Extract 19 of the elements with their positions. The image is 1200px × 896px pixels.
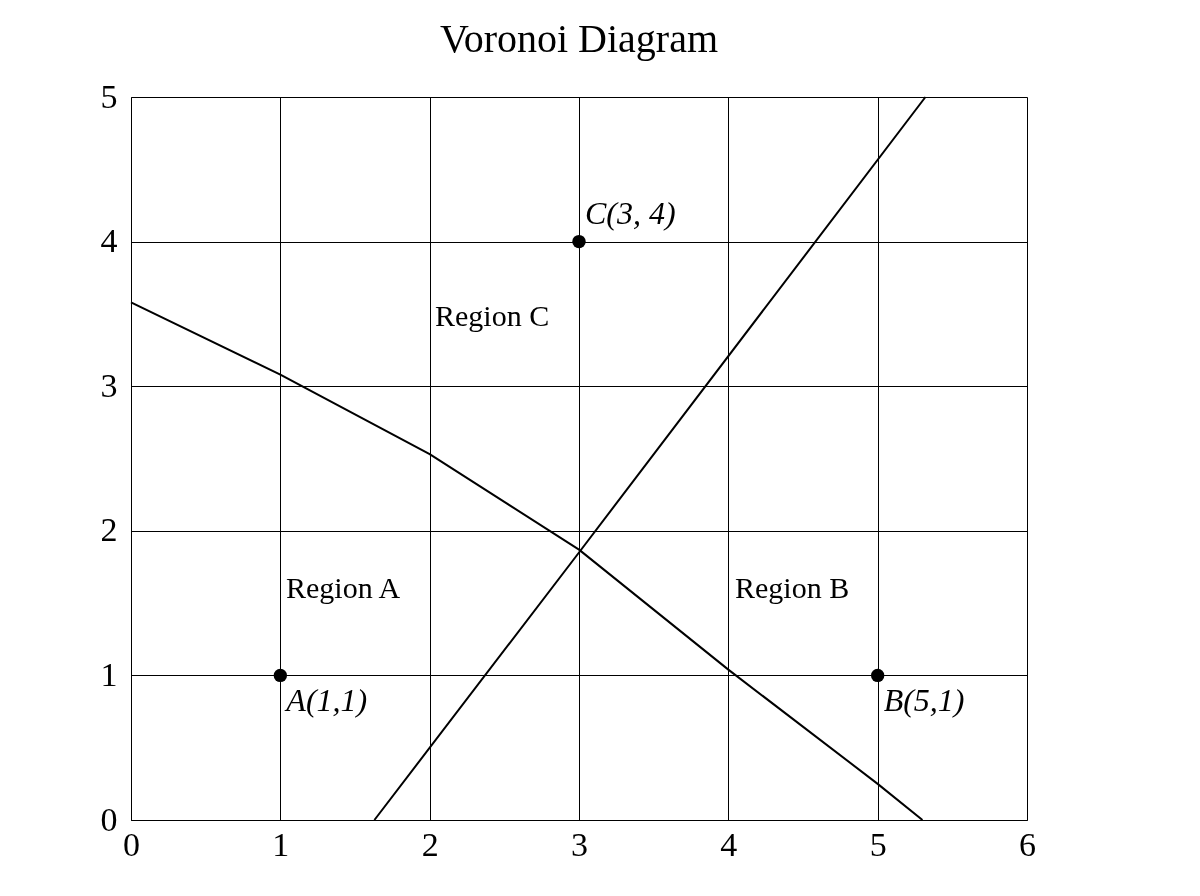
x-tick-label: 6: [1019, 825, 1036, 863]
data-label: B(5,1): [883, 682, 965, 719]
y-tick-label: 5: [100, 77, 118, 115]
x-tick-label: 2: [421, 825, 439, 863]
data-label: C(3, 4): [585, 194, 676, 231]
chart-title: Voronoi Diagram: [439, 16, 719, 61]
y-tick-label: 4: [100, 222, 118, 260]
data-label: A(1,1): [284, 682, 368, 719]
x-tick-label: 1: [272, 825, 290, 863]
x-tick-label: 5: [869, 825, 887, 863]
y-tick-label: 3: [100, 366, 118, 404]
annotation: Region A: [286, 571, 401, 604]
y-tick-label: 0: [100, 800, 118, 838]
x-tick-label: 4: [720, 825, 738, 863]
annotation: Region C: [435, 299, 550, 332]
y-tick-label: 2: [100, 511, 118, 549]
y-tick-label: 1: [100, 655, 118, 693]
x-tick-label: 3: [571, 825, 588, 863]
annotation: Region B: [735, 571, 850, 604]
